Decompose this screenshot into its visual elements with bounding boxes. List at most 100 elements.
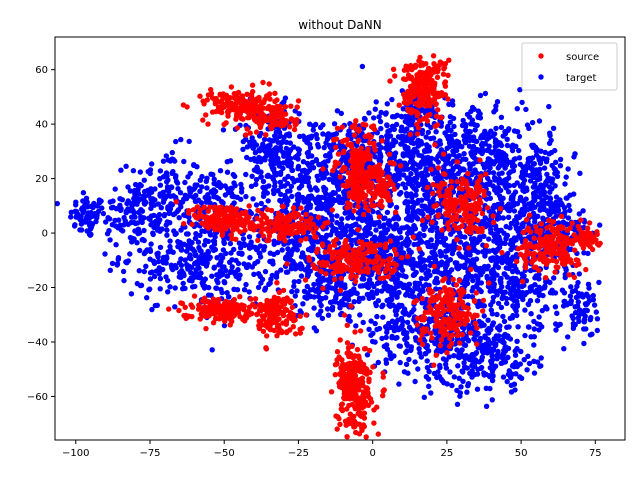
- data-point-target: [584, 300, 591, 307]
- data-point-target: [182, 179, 188, 186]
- data-point-source: [245, 115, 251, 121]
- data-point-source: [205, 121, 211, 127]
- data-point-target: [503, 236, 509, 242]
- data-point-target: [414, 139, 420, 145]
- data-point-target: [517, 194, 524, 201]
- data-point-target: [317, 276, 323, 282]
- data-point-target: [510, 362, 516, 368]
- data-point-target: [80, 190, 87, 196]
- data-point-target: [237, 245, 244, 251]
- data-point-target: [305, 272, 311, 278]
- data-point-target: [224, 290, 230, 296]
- data-point-target: [576, 307, 583, 313]
- data-point-target: [335, 197, 342, 204]
- data-point-target: [471, 106, 477, 112]
- data-point-target: [483, 403, 490, 409]
- data-point-target: [383, 230, 389, 236]
- data-point-target: [301, 288, 308, 294]
- data-point-target: [391, 353, 397, 359]
- data-point-target: [243, 281, 249, 288]
- data-point-target: [369, 289, 375, 295]
- data-point-target: [94, 215, 100, 221]
- data-point-target: [405, 370, 411, 376]
- data-point-source: [270, 105, 276, 111]
- data-point-target: [149, 306, 155, 313]
- data-point-target: [164, 179, 170, 185]
- data-point-target: [507, 169, 514, 175]
- data-point-target: [227, 259, 233, 265]
- data-point-target: [585, 250, 591, 257]
- data-point-source: [242, 227, 248, 233]
- data-point-target: [507, 241, 514, 247]
- data-point-target: [149, 161, 155, 167]
- data-point-target: [502, 344, 508, 350]
- data-point-target: [75, 211, 81, 217]
- data-point-target: [296, 147, 302, 153]
- data-point-target: [394, 166, 400, 173]
- data-point-target: [285, 246, 291, 252]
- data-point-target: [426, 242, 433, 249]
- data-point-target: [390, 292, 396, 298]
- data-point-target: [98, 198, 104, 204]
- data-point-target: [248, 183, 255, 189]
- data-point-target: [413, 209, 419, 215]
- data-point-target: [585, 281, 592, 287]
- data-point-target: [194, 182, 200, 188]
- data-point-target: [103, 219, 109, 225]
- data-point-target: [495, 227, 501, 233]
- data-point-target: [311, 305, 317, 311]
- data-point-target: [211, 264, 218, 270]
- data-point-target: [450, 115, 457, 122]
- data-point-target: [308, 193, 314, 199]
- data-point-target: [117, 207, 124, 213]
- data-point-target: [384, 122, 390, 128]
- data-point-target: [404, 193, 410, 199]
- data-point-target: [231, 200, 237, 206]
- data-point-target: [446, 279, 452, 285]
- data-point-target: [402, 336, 408, 342]
- data-point-target: [155, 201, 161, 207]
- data-point-target: [228, 185, 234, 191]
- data-point-target: [444, 145, 450, 151]
- data-point-target: [567, 192, 573, 198]
- data-point-target: [502, 240, 508, 246]
- data-point-target: [513, 290, 519, 296]
- data-point-target: [378, 144, 384, 151]
- data-point-target: [579, 291, 585, 297]
- data-point-target: [496, 239, 502, 246]
- data-point-target: [443, 361, 449, 368]
- data-point-target: [269, 272, 275, 279]
- data-point-target: [508, 389, 515, 395]
- data-point-target: [461, 151, 467, 157]
- data-point-target: [413, 260, 419, 267]
- data-point-target: [590, 292, 596, 299]
- data-point-target: [461, 353, 467, 359]
- data-point-source: [279, 114, 285, 120]
- data-point-target: [419, 153, 425, 159]
- data-point-target: [392, 237, 398, 243]
- data-point-target: [329, 304, 336, 310]
- data-point-target: [185, 174, 191, 180]
- data-point-target: [475, 279, 481, 285]
- data-point-target: [112, 223, 119, 229]
- data-point-target: [177, 190, 184, 196]
- data-point-target: [478, 135, 484, 141]
- data-point-target: [438, 239, 445, 245]
- data-point-target: [341, 302, 347, 308]
- data-point-target: [423, 374, 430, 380]
- data-point-target: [466, 356, 473, 363]
- data-point-target: [285, 269, 291, 275]
- data-point-target: [393, 221, 399, 227]
- data-point-target: [385, 220, 391, 226]
- data-point-target: [445, 159, 451, 165]
- data-point-target: [280, 160, 287, 166]
- data-point-target: [172, 304, 178, 310]
- data-point-source: [272, 98, 278, 105]
- data-point-target: [400, 284, 406, 291]
- data-point-target: [536, 314, 542, 320]
- data-point-target: [366, 293, 373, 300]
- data-point-target: [451, 123, 457, 130]
- data-point-target: [568, 284, 574, 290]
- data-point-target: [397, 325, 404, 331]
- data-point-target: [403, 274, 409, 280]
